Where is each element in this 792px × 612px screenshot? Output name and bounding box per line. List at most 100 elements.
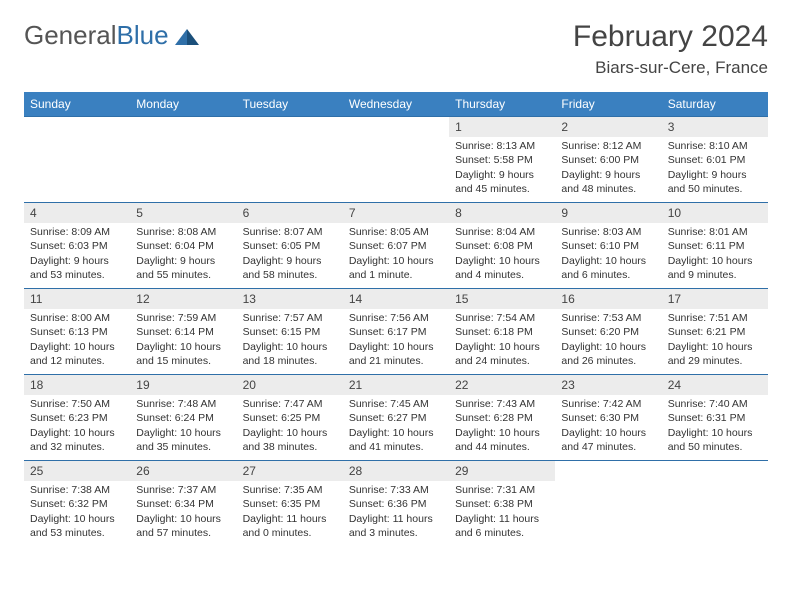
day-text: Sunrise: 7:31 AMSunset: 6:38 PMDaylight:… (449, 481, 555, 544)
calendar-cell (343, 117, 449, 203)
day-text: Sunrise: 8:09 AMSunset: 6:03 PMDaylight:… (24, 223, 130, 286)
day-text: Sunrise: 7:43 AMSunset: 6:28 PMDaylight:… (449, 395, 555, 458)
calendar-cell: 3Sunrise: 8:10 AMSunset: 6:01 PMDaylight… (662, 117, 768, 203)
calendar-row: 25Sunrise: 7:38 AMSunset: 6:32 PMDayligh… (24, 461, 768, 547)
day-number: 26 (130, 461, 236, 481)
day-number: 14 (343, 289, 449, 309)
calendar-cell: 7Sunrise: 8:05 AMSunset: 6:07 PMDaylight… (343, 203, 449, 289)
day-number: 1 (449, 117, 555, 137)
day-number: 11 (24, 289, 130, 309)
day-number: 27 (237, 461, 343, 481)
day-header: Monday (130, 92, 236, 117)
calendar-row: 1Sunrise: 8:13 AMSunset: 5:58 PMDaylight… (24, 117, 768, 203)
calendar-cell: 18Sunrise: 7:50 AMSunset: 6:23 PMDayligh… (24, 375, 130, 461)
day-text: Sunrise: 7:59 AMSunset: 6:14 PMDaylight:… (130, 309, 236, 372)
day-number: 23 (555, 375, 661, 395)
day-header: Thursday (449, 92, 555, 117)
calendar-cell: 22Sunrise: 7:43 AMSunset: 6:28 PMDayligh… (449, 375, 555, 461)
day-text: Sunrise: 7:42 AMSunset: 6:30 PMDaylight:… (555, 395, 661, 458)
calendar-cell: 28Sunrise: 7:33 AMSunset: 6:36 PMDayligh… (343, 461, 449, 547)
calendar-cell (130, 117, 236, 203)
calendar-cell: 8Sunrise: 8:04 AMSunset: 6:08 PMDaylight… (449, 203, 555, 289)
calendar-cell: 29Sunrise: 7:31 AMSunset: 6:38 PMDayligh… (449, 461, 555, 547)
day-text: Sunrise: 8:01 AMSunset: 6:11 PMDaylight:… (662, 223, 768, 286)
calendar-cell (662, 461, 768, 547)
calendar-cell: 23Sunrise: 7:42 AMSunset: 6:30 PMDayligh… (555, 375, 661, 461)
header: GeneralBlue February 2024 Biars-sur-Cere… (24, 20, 768, 78)
day-number: 24 (662, 375, 768, 395)
day-text: Sunrise: 8:13 AMSunset: 5:58 PMDaylight:… (449, 137, 555, 200)
day-text: Sunrise: 7:33 AMSunset: 6:36 PMDaylight:… (343, 481, 449, 544)
calendar-cell: 6Sunrise: 8:07 AMSunset: 6:05 PMDaylight… (237, 203, 343, 289)
day-text: Sunrise: 7:40 AMSunset: 6:31 PMDaylight:… (662, 395, 768, 458)
calendar-cell: 26Sunrise: 7:37 AMSunset: 6:34 PMDayligh… (130, 461, 236, 547)
title-block: February 2024 Biars-sur-Cere, France (573, 20, 768, 78)
day-header: Tuesday (237, 92, 343, 117)
day-text: Sunrise: 8:03 AMSunset: 6:10 PMDaylight:… (555, 223, 661, 286)
logo-text-2: Blue (117, 20, 169, 51)
day-text: Sunrise: 8:00 AMSunset: 6:13 PMDaylight:… (24, 309, 130, 372)
day-text: Sunrise: 7:56 AMSunset: 6:17 PMDaylight:… (343, 309, 449, 372)
calendar-cell: 20Sunrise: 7:47 AMSunset: 6:25 PMDayligh… (237, 375, 343, 461)
day-number: 6 (237, 203, 343, 223)
day-number: 20 (237, 375, 343, 395)
day-number: 5 (130, 203, 236, 223)
day-header-row: SundayMondayTuesdayWednesdayThursdayFrid… (24, 92, 768, 117)
calendar-cell: 17Sunrise: 7:51 AMSunset: 6:21 PMDayligh… (662, 289, 768, 375)
day-text: Sunrise: 7:38 AMSunset: 6:32 PMDaylight:… (24, 481, 130, 544)
calendar-body: 1Sunrise: 8:13 AMSunset: 5:58 PMDaylight… (24, 117, 768, 547)
calendar-cell (555, 461, 661, 547)
calendar-row: 18Sunrise: 7:50 AMSunset: 6:23 PMDayligh… (24, 375, 768, 461)
month-title: February 2024 (573, 20, 768, 54)
day-text: Sunrise: 7:35 AMSunset: 6:35 PMDaylight:… (237, 481, 343, 544)
day-number: 16 (555, 289, 661, 309)
day-number: 29 (449, 461, 555, 481)
day-text: Sunrise: 8:10 AMSunset: 6:01 PMDaylight:… (662, 137, 768, 200)
day-text: Sunrise: 8:07 AMSunset: 6:05 PMDaylight:… (237, 223, 343, 286)
day-number: 13 (237, 289, 343, 309)
calendar-cell (24, 117, 130, 203)
day-text: Sunrise: 8:12 AMSunset: 6:00 PMDaylight:… (555, 137, 661, 200)
day-number: 9 (555, 203, 661, 223)
calendar-cell (237, 117, 343, 203)
calendar-cell: 14Sunrise: 7:56 AMSunset: 6:17 PMDayligh… (343, 289, 449, 375)
calendar-cell: 27Sunrise: 7:35 AMSunset: 6:35 PMDayligh… (237, 461, 343, 547)
calendar-cell: 5Sunrise: 8:08 AMSunset: 6:04 PMDaylight… (130, 203, 236, 289)
calendar-cell: 16Sunrise: 7:53 AMSunset: 6:20 PMDayligh… (555, 289, 661, 375)
day-number: 18 (24, 375, 130, 395)
day-number: 12 (130, 289, 236, 309)
day-header: Wednesday (343, 92, 449, 117)
calendar-cell: 19Sunrise: 7:48 AMSunset: 6:24 PMDayligh… (130, 375, 236, 461)
day-number: 19 (130, 375, 236, 395)
calendar-cell: 2Sunrise: 8:12 AMSunset: 6:00 PMDaylight… (555, 117, 661, 203)
calendar-cell: 24Sunrise: 7:40 AMSunset: 6:31 PMDayligh… (662, 375, 768, 461)
day-header: Sunday (24, 92, 130, 117)
day-number: 2 (555, 117, 661, 137)
location: Biars-sur-Cere, France (573, 58, 768, 78)
calendar-cell: 21Sunrise: 7:45 AMSunset: 6:27 PMDayligh… (343, 375, 449, 461)
day-number: 22 (449, 375, 555, 395)
day-text: Sunrise: 7:57 AMSunset: 6:15 PMDaylight:… (237, 309, 343, 372)
logo: GeneralBlue (24, 20, 201, 51)
day-text: Sunrise: 7:48 AMSunset: 6:24 PMDaylight:… (130, 395, 236, 458)
day-text: Sunrise: 8:08 AMSunset: 6:04 PMDaylight:… (130, 223, 236, 286)
calendar-cell: 15Sunrise: 7:54 AMSunset: 6:18 PMDayligh… (449, 289, 555, 375)
calendar-cell: 4Sunrise: 8:09 AMSunset: 6:03 PMDaylight… (24, 203, 130, 289)
calendar-row: 4Sunrise: 8:09 AMSunset: 6:03 PMDaylight… (24, 203, 768, 289)
day-text: Sunrise: 7:50 AMSunset: 6:23 PMDaylight:… (24, 395, 130, 458)
day-number: 21 (343, 375, 449, 395)
day-number: 4 (24, 203, 130, 223)
day-number: 17 (662, 289, 768, 309)
day-text: Sunrise: 8:05 AMSunset: 6:07 PMDaylight:… (343, 223, 449, 286)
day-header: Friday (555, 92, 661, 117)
calendar-cell: 9Sunrise: 8:03 AMSunset: 6:10 PMDaylight… (555, 203, 661, 289)
day-number: 7 (343, 203, 449, 223)
day-header: Saturday (662, 92, 768, 117)
day-number: 10 (662, 203, 768, 223)
logo-icon (173, 25, 201, 47)
calendar-row: 11Sunrise: 8:00 AMSunset: 6:13 PMDayligh… (24, 289, 768, 375)
day-number: 25 (24, 461, 130, 481)
day-number: 28 (343, 461, 449, 481)
day-text: Sunrise: 7:37 AMSunset: 6:34 PMDaylight:… (130, 481, 236, 544)
calendar-cell: 12Sunrise: 7:59 AMSunset: 6:14 PMDayligh… (130, 289, 236, 375)
